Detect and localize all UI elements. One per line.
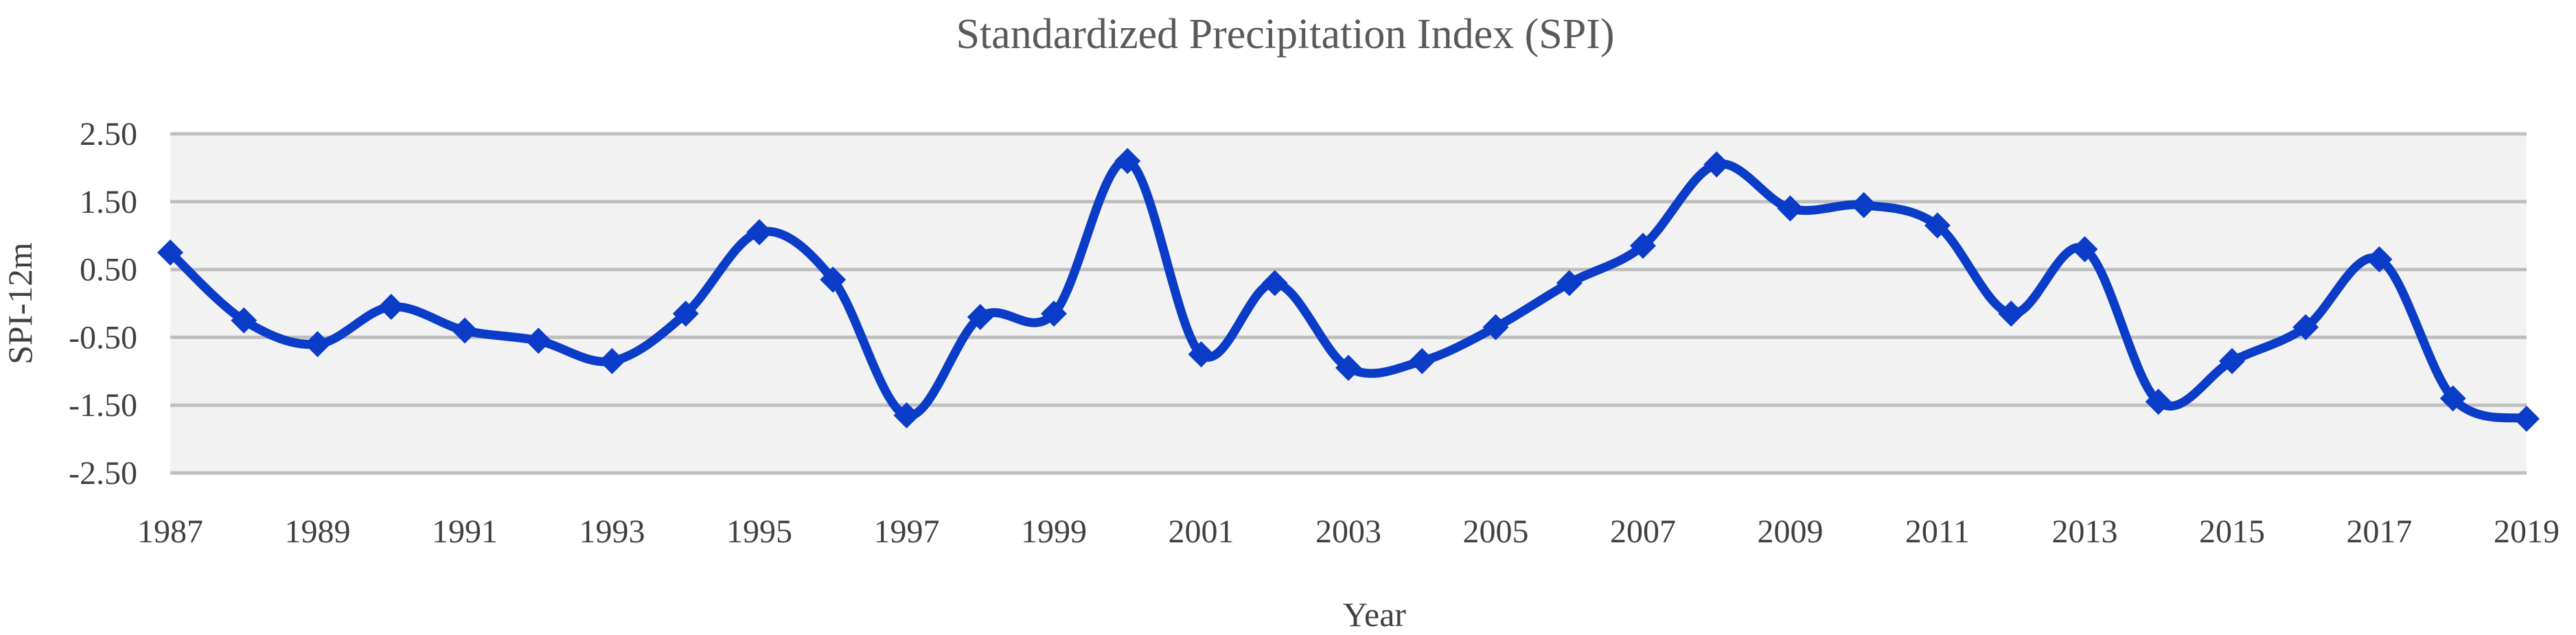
chart-title: Standardized Precipitation Index (SPI) [956,11,1614,58]
y-axis-tick-labels: 2.50 1.50 0.50 -0.50 -1.50 -2.50 [69,116,137,492]
x-tick-label: 1995 [726,513,792,550]
x-tick-label: 2009 [1758,513,1824,550]
x-tick-label: 1993 [579,513,645,550]
x-tick-label: 2011 [1905,513,1970,550]
data-point [2219,347,2245,374]
data-point [1482,314,1509,340]
data-point [2145,389,2172,415]
plot-area [170,134,2527,473]
data-point [1703,151,1730,178]
data-point [2439,385,2466,412]
data-point-markers [157,148,2540,432]
data-point [157,239,183,266]
data-point [1188,341,1215,368]
data-point [1850,192,1877,218]
x-tick-label: 1987 [137,513,203,550]
gridlines [170,132,2527,475]
data-point [672,300,699,327]
y-tick-label: 0.50 [80,252,137,288]
data-point [746,219,772,246]
x-tick-label: 2015 [2199,513,2265,550]
x-tick-label: 1999 [1021,513,1087,550]
x-tick-label: 2013 [2052,513,2118,550]
data-point [820,266,847,293]
data-point [2292,314,2319,340]
data-point [1777,195,1804,222]
data-point [1261,270,1288,297]
data-point [2514,405,2540,432]
data-point [1630,233,1656,259]
x-tick-label: 1991 [432,513,498,550]
data-point [2071,235,2098,262]
x-tick-label: 2007 [1610,513,1676,550]
x-tick-label: 2017 [2347,513,2413,550]
x-axis-title: Year [1343,595,1406,634]
x-tick-label: 1997 [874,513,940,550]
data-point [599,347,625,374]
data-point [1041,300,1067,327]
data-point [525,327,552,354]
y-tick-label: -0.50 [69,319,137,356]
x-tick-label: 2019 [2494,513,2560,550]
x-tick-label: 2003 [1315,513,1381,550]
y-tick-label: -1.50 [69,387,137,424]
y-tick-label: 1.50 [80,184,137,220]
y-tick-label: -2.50 [69,455,137,492]
x-tick-label: 2005 [1463,513,1529,550]
data-point [967,303,993,330]
x-tick-label: 1989 [285,513,351,550]
data-point [1409,347,1436,374]
data-point [1114,148,1141,174]
data-point [2366,246,2393,273]
y-tick-label: 2.50 [80,116,137,152]
data-point [1924,212,1951,239]
x-axis-tick-labels: 1987 1989 1991 1993 1995 1997 1999 2001 2003 2005… [137,513,2560,550]
y-axis-title: SPI-12m [1,242,39,365]
data-point [378,293,404,320]
data-point [1556,270,1583,297]
data-point [304,331,331,358]
data-point [1998,300,2025,327]
data-point [893,402,920,429]
data-point [1335,354,1361,381]
data-point [452,317,478,344]
data-point [231,307,257,334]
x-tick-label: 2001 [1169,513,1234,550]
